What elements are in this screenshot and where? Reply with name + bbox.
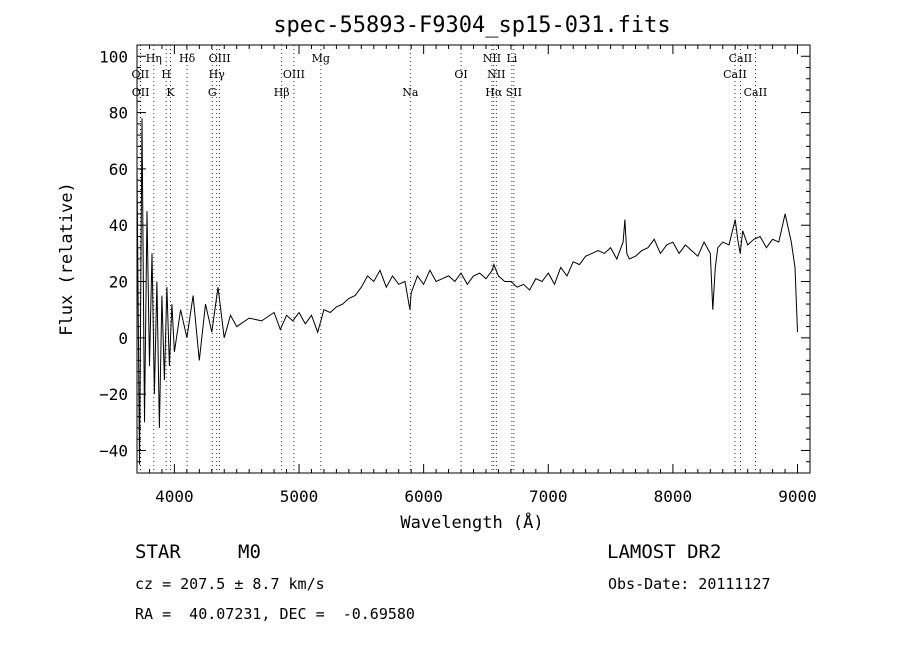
observation-date: Obs-Date: 20111127 [608,575,771,593]
y-tick-label: 0 [118,329,128,348]
y-axis-ticks: −40 −20 0 20 40 60 80 100 [99,44,810,474]
y-tick-label: 60 [109,160,128,179]
emission-line-label: H [161,68,171,81]
y-tick-label: −40 [99,441,128,460]
x-tick-label: 9000 [778,487,817,506]
emission-line-label: OIII [283,68,305,81]
y-tick-label: 100 [99,47,128,66]
x-tick-label: 8000 [654,487,693,506]
spectrum-series-line [136,118,798,465]
emission-line-label: OII [132,68,150,81]
emission-line-label: OI [454,68,467,81]
emission-line-label: CaII [729,52,753,65]
emission-line-label: Na [402,86,419,99]
emission-line-labels: OII OII Hη HK Hδ OIII Hγ G OIII Hβ Mg Na OI NII NII Hα L… [132,52,768,99]
emission-line-label: NII [487,68,505,81]
sky-coordinates: RA = 40.07231, DEC = -0.69580 [135,605,415,623]
emission-line-label: CaII [744,86,768,99]
y-tick-label: 20 [109,273,128,292]
emission-line-markers [139,45,756,473]
emission-line-label: Hδ [179,52,196,65]
emission-line-label: Hγ [209,68,226,81]
y-axis-label: Flux (relative) [57,182,77,336]
emission-line-label: CaII [723,68,747,81]
chart-title: spec-55893-F9304_sp15-031.fits [273,13,670,38]
x-tick-label: 4000 [155,487,194,506]
emission-line-label: NII [483,52,501,65]
x-tick-label: 5000 [280,487,319,506]
emission-line-label: K [166,86,175,99]
x-tick-label: 7000 [529,487,568,506]
emission-line-label: Hη [146,52,162,65]
emission-line-label: G [208,86,217,99]
emission-line-label: Li [506,52,517,65]
emission-line-label: OII [132,86,150,99]
x-tick-label: 6000 [404,487,443,506]
y-tick-label: 80 [109,104,128,123]
emission-line-label: SII [506,86,522,99]
y-tick-label: −20 [99,385,128,404]
object-subclass: M0 [238,541,261,563]
emission-line-label: OIII [209,52,231,65]
emission-line-label: Mg [312,52,330,65]
plot-frame [136,44,811,474]
survey-name: LAMOST DR2 [607,541,722,563]
emission-line-label: Hα [485,86,503,99]
x-axis-label: Wavelength (Å) [400,511,543,533]
y-tick-label: 40 [109,216,128,235]
redshift-velocity: cz = 207.5 ± 8.7 km/s [135,575,325,593]
emission-line-label: Hβ [274,86,290,99]
x-axis-ticks: 4000 5000 6000 7000 8000 9000 [136,45,817,506]
object-class: STAR [135,541,181,563]
